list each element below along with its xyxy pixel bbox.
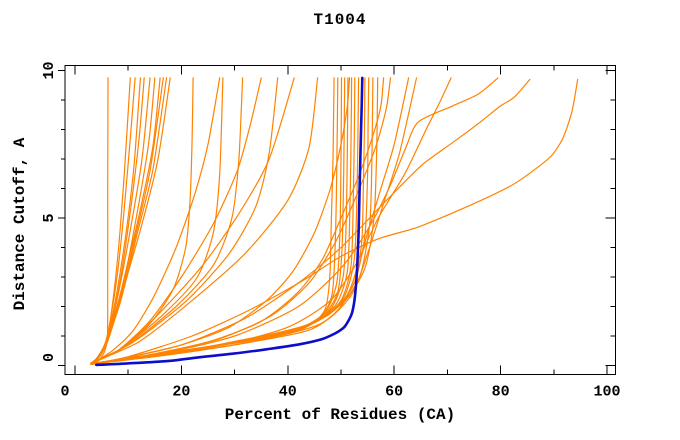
- x-tick-label: 60: [385, 384, 403, 401]
- model-curve-model-31: [90, 77, 374, 365]
- highlighted-model-curve: [95, 76, 364, 367]
- model-curve-model-40: [90, 78, 579, 365]
- model-curve-model-11: [92, 77, 171, 364]
- chart-title: T1004: [313, 11, 367, 29]
- model-curves: [90, 76, 579, 367]
- model-curve-model-38: [90, 77, 499, 364]
- model-curve-model-36: [90, 77, 418, 365]
- model-curve-model-01: [91, 77, 109, 365]
- model-curve-model-17: [93, 77, 279, 363]
- model-curve-model-39: [90, 78, 531, 365]
- x-tick-label: 20: [172, 384, 190, 401]
- model-curve-model-18: [90, 77, 295, 364]
- model-curve-model-30: [90, 77, 370, 365]
- model-curve-model-25: [90, 77, 351, 365]
- axis-frame: [58, 65, 616, 375]
- x-tick-label: 40: [279, 384, 297, 401]
- tick-labels: 0 20 40 60 80 100 0 5 10: [41, 62, 621, 401]
- x-axis-title: Percent of Residues (CA): [224, 406, 456, 424]
- model-curve-model-04: [90, 77, 141, 365]
- y-tick-label: 0: [41, 353, 58, 362]
- model-curve-model-10: [90, 77, 168, 364]
- model-curve-model-34: [90, 77, 392, 365]
- x-tick-label: 0: [60, 384, 69, 401]
- y-tick-label: 10: [41, 62, 58, 80]
- model-curve-model-33: [90, 77, 385, 365]
- model-curve-model-13: [93, 77, 221, 364]
- model-curve-model-16: [90, 77, 262, 365]
- model-curve-model-19: [91, 77, 319, 364]
- x-tick-label: 80: [492, 384, 510, 401]
- model-curve-model-05: [93, 77, 145, 364]
- model-curve-model-12: [90, 77, 194, 365]
- x-tick-label: 100: [593, 384, 620, 401]
- y-tick-label: 5: [41, 214, 58, 223]
